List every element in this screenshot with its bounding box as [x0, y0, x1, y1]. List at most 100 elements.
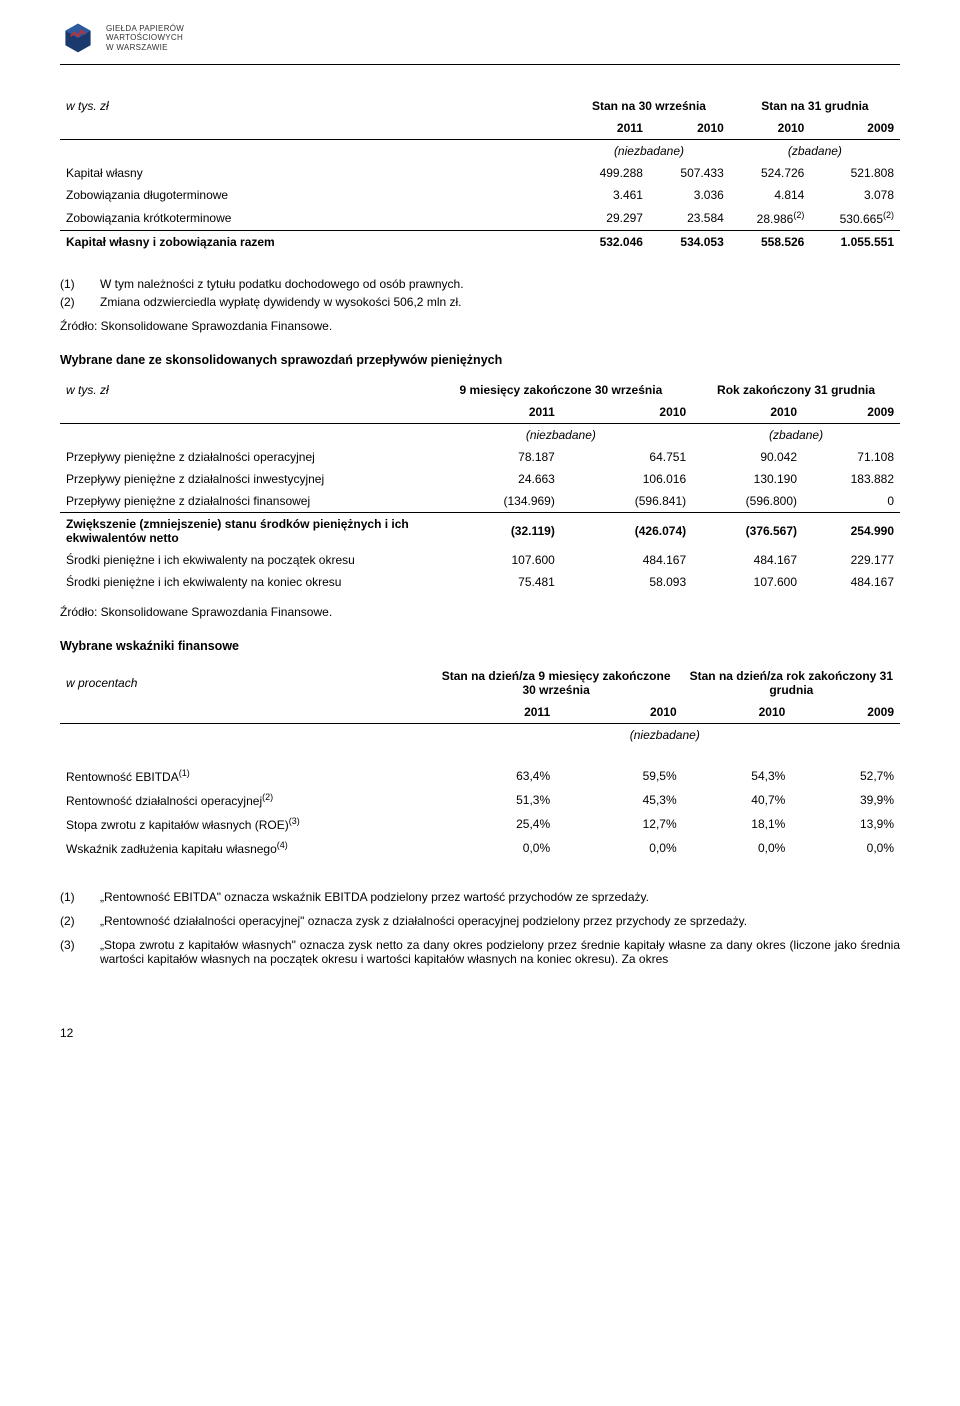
year-col: 2011: [568, 117, 649, 140]
footnote-num: (1): [60, 890, 100, 904]
org-name: GIEŁDA PAPIERÓW WARTOŚCIOWYCH W WARSZAWI…: [106, 24, 184, 53]
cell: 0: [803, 490, 900, 513]
audit-label: (niezbadane): [568, 140, 730, 163]
table-row: Przepływy pieniężne z działalności finan…: [60, 490, 900, 513]
audit-label: (zbadane): [730, 140, 900, 163]
cell: 183.882: [803, 468, 900, 490]
row-label: Środki pieniężne i ich ekwiwalenty na po…: [60, 549, 430, 571]
table-row: Zwiększenie (zmniejszenie) stanu środków…: [60, 513, 900, 550]
cell: 107.600: [430, 549, 561, 571]
cell: 507.433: [649, 162, 730, 184]
cell: 0,0%: [791, 836, 900, 860]
table-row: Wskaźnik zadłużenia kapitału własnego(4)…: [60, 836, 900, 860]
cell: 25,4%: [430, 812, 557, 836]
year-col: 2011: [430, 401, 561, 424]
year-col: 2010: [692, 401, 803, 424]
cell: (134.969): [430, 490, 561, 513]
footnote-text: „Rentowność EBITDA" oznacza wskaźnik EBI…: [100, 890, 900, 904]
cell: 18,1%: [683, 812, 792, 836]
cell: 51,3%: [430, 788, 557, 812]
row-label: Zobowiązania krótkoterminowe: [60, 206, 568, 231]
cell: 58.093: [561, 571, 692, 593]
row-label: Kapitał własny: [60, 162, 568, 184]
section-title-cashflow: Wybrane dane ze skonsolidowanych sprawoz…: [60, 353, 900, 367]
footnote-text: „Stopa zwrotu z kapitałów własnych" ozna…: [100, 938, 900, 966]
cell: 484.167: [561, 549, 692, 571]
total-val: 534.053: [649, 231, 730, 254]
cell: 12,7%: [556, 812, 683, 836]
unit-label: w tys. zł: [60, 379, 430, 401]
footnote: (1)„Rentowność EBITDA" oznacza wskaźnik …: [60, 890, 900, 904]
cell: (376.567): [692, 513, 803, 550]
audit-label: (zbadane): [692, 424, 900, 447]
ratios-table: w procentach Stan na dzień/za 9 miesięcy…: [60, 665, 900, 860]
table-row: Rentowność EBITDA(1)63,4%59,5%54,3%52,7%: [60, 764, 900, 788]
table-row: Stopa zwrotu z kapitałów własnych (ROE)(…: [60, 812, 900, 836]
cell: 59,5%: [556, 764, 683, 788]
cell: 39,9%: [791, 788, 900, 812]
table-row: Zobowiązania krótkoterminowe29.29723.584…: [60, 206, 900, 231]
col-group-2: Stan na dzień/za rok zakończony 31 grudn…: [683, 665, 900, 701]
row-label: Rentowność EBITDA(1): [60, 764, 430, 788]
table-row: Środki pieniężne i ich ekwiwalenty na po…: [60, 549, 900, 571]
row-label: Przepływy pieniężne z działalności finan…: [60, 490, 430, 513]
page-header: GIEŁDA PAPIERÓW WARTOŚCIOWYCH W WARSZAWI…: [60, 0, 900, 65]
cell: 0,0%: [556, 836, 683, 860]
col-group-2: Stan na 31 grudnia: [730, 95, 900, 117]
cell: 106.016: [561, 468, 692, 490]
footnote: (1)W tym należności z tytułu podatku doc…: [60, 277, 900, 291]
cell: (32.119): [430, 513, 561, 550]
total-val: 1.055.551: [810, 231, 900, 254]
year-col: 2010: [561, 401, 692, 424]
cell: (596.841): [561, 490, 692, 513]
cell: 23.584: [649, 206, 730, 231]
org-line3: W WARSZAWIE: [106, 43, 184, 53]
cell: 4.814: [730, 184, 811, 206]
table-row: Przepływy pieniężne z działalności inwes…: [60, 468, 900, 490]
footnote-text: Zmiana odzwierciedla wypłatę dywidendy w…: [100, 295, 900, 309]
cell: 229.177: [803, 549, 900, 571]
gpw-logo-icon: [60, 20, 96, 56]
cell: 524.726: [730, 162, 811, 184]
cell: 24.663: [430, 468, 561, 490]
row-label: Przepływy pieniężne z działalności opera…: [60, 446, 430, 468]
table-row: Rentowność działalności operacyjnej(2)51…: [60, 788, 900, 812]
row-label: Stopa zwrotu z kapitałów własnych (ROE)(…: [60, 812, 430, 836]
total-label: Kapitał własny i zobowiązania razem: [60, 231, 568, 254]
balance-table: w tys. zł Stan na 30 września Stan na 31…: [60, 95, 900, 253]
cell: 3.461: [568, 184, 649, 206]
year-col: 2009: [791, 701, 900, 724]
cell: 75.481: [430, 571, 561, 593]
footnote: (3)„Stopa zwrotu z kapitałów własnych" o…: [60, 938, 900, 966]
cell: 52,7%: [791, 764, 900, 788]
cell: 484.167: [803, 571, 900, 593]
row-label: Środki pieniężne i ich ekwiwalenty na ko…: [60, 571, 430, 593]
year-col: 2010: [649, 117, 730, 140]
cell: 499.288: [568, 162, 649, 184]
unit-label: w procentach: [60, 665, 430, 701]
section-title-ratios: Wybrane wskaźniki finansowe: [60, 639, 900, 653]
cell: 40,7%: [683, 788, 792, 812]
cell: 521.808: [810, 162, 900, 184]
cell: 254.990: [803, 513, 900, 550]
table-row: Środki pieniężne i ich ekwiwalenty na ko…: [60, 571, 900, 593]
footnote-text: „Rentowność działalności operacyjnej" oz…: [100, 914, 900, 928]
year-col: 2010: [556, 701, 683, 724]
cell: 28.986(2): [730, 206, 811, 231]
unit-label: w tys. zł: [60, 95, 568, 117]
footnote-text: W tym należności z tytułu podatku dochod…: [100, 277, 900, 291]
cell: 130.190: [692, 468, 803, 490]
footnote: (2)Zmiana odzwierciedla wypłatę dywidend…: [60, 295, 900, 309]
cell: 530.665(2): [810, 206, 900, 231]
page-number: 12: [60, 1026, 900, 1040]
table-row: Przepływy pieniężne z działalności opera…: [60, 446, 900, 468]
footnotes: (1)„Rentowność EBITDA" oznacza wskaźnik …: [60, 890, 900, 966]
cell: 107.600: [692, 571, 803, 593]
year-col: 2010: [730, 117, 811, 140]
cell: (426.074): [561, 513, 692, 550]
cell: 90.042: [692, 446, 803, 468]
cell: 0,0%: [430, 836, 557, 860]
table-row: Kapitał własny499.288507.433524.726521.8…: [60, 162, 900, 184]
cell: 3.078: [810, 184, 900, 206]
org-line1: GIEŁDA PAPIERÓW: [106, 24, 184, 34]
